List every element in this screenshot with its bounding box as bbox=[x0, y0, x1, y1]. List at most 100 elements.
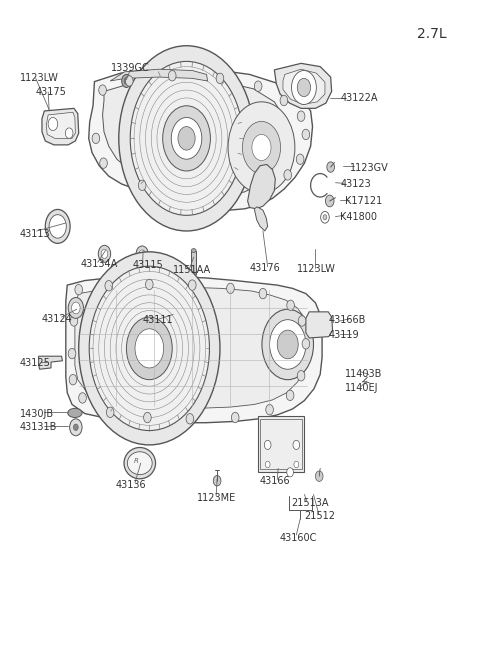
Circle shape bbox=[265, 461, 270, 468]
Circle shape bbox=[296, 154, 304, 164]
Text: 43176: 43176 bbox=[250, 263, 280, 273]
Polygon shape bbox=[46, 112, 75, 138]
Circle shape bbox=[168, 71, 176, 81]
Circle shape bbox=[254, 81, 262, 92]
Polygon shape bbox=[283, 69, 325, 104]
Circle shape bbox=[302, 339, 310, 349]
Circle shape bbox=[105, 280, 113, 291]
Polygon shape bbox=[75, 287, 308, 408]
Text: 1430JB: 1430JB bbox=[20, 409, 54, 419]
Circle shape bbox=[136, 246, 148, 263]
Text: 43123: 43123 bbox=[340, 179, 371, 189]
Circle shape bbox=[124, 78, 129, 84]
Circle shape bbox=[45, 210, 70, 244]
Ellipse shape bbox=[68, 408, 82, 417]
Text: 43124: 43124 bbox=[42, 314, 72, 324]
Circle shape bbox=[89, 266, 209, 430]
Circle shape bbox=[139, 250, 145, 259]
Circle shape bbox=[227, 283, 234, 293]
Circle shape bbox=[302, 129, 310, 140]
Circle shape bbox=[69, 375, 77, 385]
Circle shape bbox=[213, 476, 221, 486]
Circle shape bbox=[286, 390, 294, 401]
Text: 1123ME: 1123ME bbox=[197, 493, 236, 504]
Polygon shape bbox=[248, 164, 276, 209]
Text: 1123GV: 1123GV bbox=[350, 163, 388, 174]
Circle shape bbox=[171, 117, 202, 159]
Circle shape bbox=[228, 102, 295, 193]
Text: 1123LW: 1123LW bbox=[297, 265, 336, 274]
Text: 1339GC: 1339GC bbox=[111, 63, 150, 73]
Circle shape bbox=[259, 288, 267, 299]
Circle shape bbox=[216, 73, 224, 84]
Circle shape bbox=[135, 329, 164, 368]
Circle shape bbox=[99, 85, 107, 96]
Circle shape bbox=[266, 404, 274, 415]
Circle shape bbox=[297, 371, 305, 381]
Text: 43160C: 43160C bbox=[280, 533, 317, 542]
Text: 43125: 43125 bbox=[20, 358, 50, 368]
Circle shape bbox=[252, 134, 271, 160]
Polygon shape bbox=[275, 64, 332, 108]
Text: R: R bbox=[133, 458, 138, 464]
Polygon shape bbox=[103, 79, 287, 196]
Text: 21513A: 21513A bbox=[291, 498, 329, 508]
Text: K41800: K41800 bbox=[340, 212, 377, 222]
Circle shape bbox=[98, 246, 111, 262]
Circle shape bbox=[145, 279, 153, 290]
Circle shape bbox=[297, 111, 305, 121]
Text: 43134A: 43134A bbox=[80, 259, 118, 269]
Text: 43119: 43119 bbox=[328, 330, 359, 341]
Text: 43115: 43115 bbox=[132, 260, 163, 270]
Polygon shape bbox=[110, 69, 207, 81]
Ellipse shape bbox=[124, 447, 156, 479]
Circle shape bbox=[79, 393, 86, 403]
Circle shape bbox=[189, 280, 196, 290]
Circle shape bbox=[325, 195, 334, 207]
Bar bbox=[192, 251, 196, 274]
Circle shape bbox=[92, 133, 100, 143]
Text: 43166: 43166 bbox=[259, 476, 290, 486]
Polygon shape bbox=[42, 108, 79, 145]
Circle shape bbox=[125, 76, 133, 86]
Circle shape bbox=[298, 316, 306, 326]
Circle shape bbox=[178, 126, 195, 150]
Circle shape bbox=[73, 424, 78, 430]
Circle shape bbox=[315, 471, 323, 481]
Text: 43122A: 43122A bbox=[340, 93, 378, 103]
Polygon shape bbox=[254, 207, 268, 231]
Text: 43111: 43111 bbox=[142, 315, 173, 326]
Circle shape bbox=[68, 297, 84, 318]
Circle shape bbox=[264, 440, 271, 449]
Text: 1123LW: 1123LW bbox=[20, 73, 59, 83]
Text: 43113: 43113 bbox=[20, 229, 50, 239]
Bar bbox=[260, 419, 302, 469]
Circle shape bbox=[107, 407, 114, 417]
Circle shape bbox=[68, 348, 76, 359]
Circle shape bbox=[242, 121, 281, 174]
Circle shape bbox=[48, 117, 58, 130]
Polygon shape bbox=[89, 68, 312, 210]
Circle shape bbox=[79, 252, 220, 445]
Circle shape bbox=[101, 250, 108, 258]
Circle shape bbox=[144, 412, 151, 422]
Circle shape bbox=[75, 284, 83, 295]
Text: 21512: 21512 bbox=[304, 511, 336, 521]
Circle shape bbox=[119, 46, 254, 231]
Circle shape bbox=[287, 468, 293, 477]
Ellipse shape bbox=[127, 452, 152, 475]
Circle shape bbox=[163, 105, 210, 171]
Text: 43136: 43136 bbox=[116, 480, 146, 491]
Circle shape bbox=[121, 75, 131, 88]
Circle shape bbox=[186, 413, 194, 424]
Circle shape bbox=[138, 180, 146, 191]
Circle shape bbox=[297, 79, 311, 97]
Circle shape bbox=[294, 461, 299, 468]
Circle shape bbox=[65, 128, 73, 138]
Polygon shape bbox=[38, 356, 62, 369]
Circle shape bbox=[327, 162, 335, 172]
Circle shape bbox=[130, 62, 243, 215]
Text: 43175: 43175 bbox=[36, 87, 67, 97]
Text: K17121: K17121 bbox=[345, 196, 382, 206]
Text: 43131B: 43131B bbox=[20, 422, 57, 432]
